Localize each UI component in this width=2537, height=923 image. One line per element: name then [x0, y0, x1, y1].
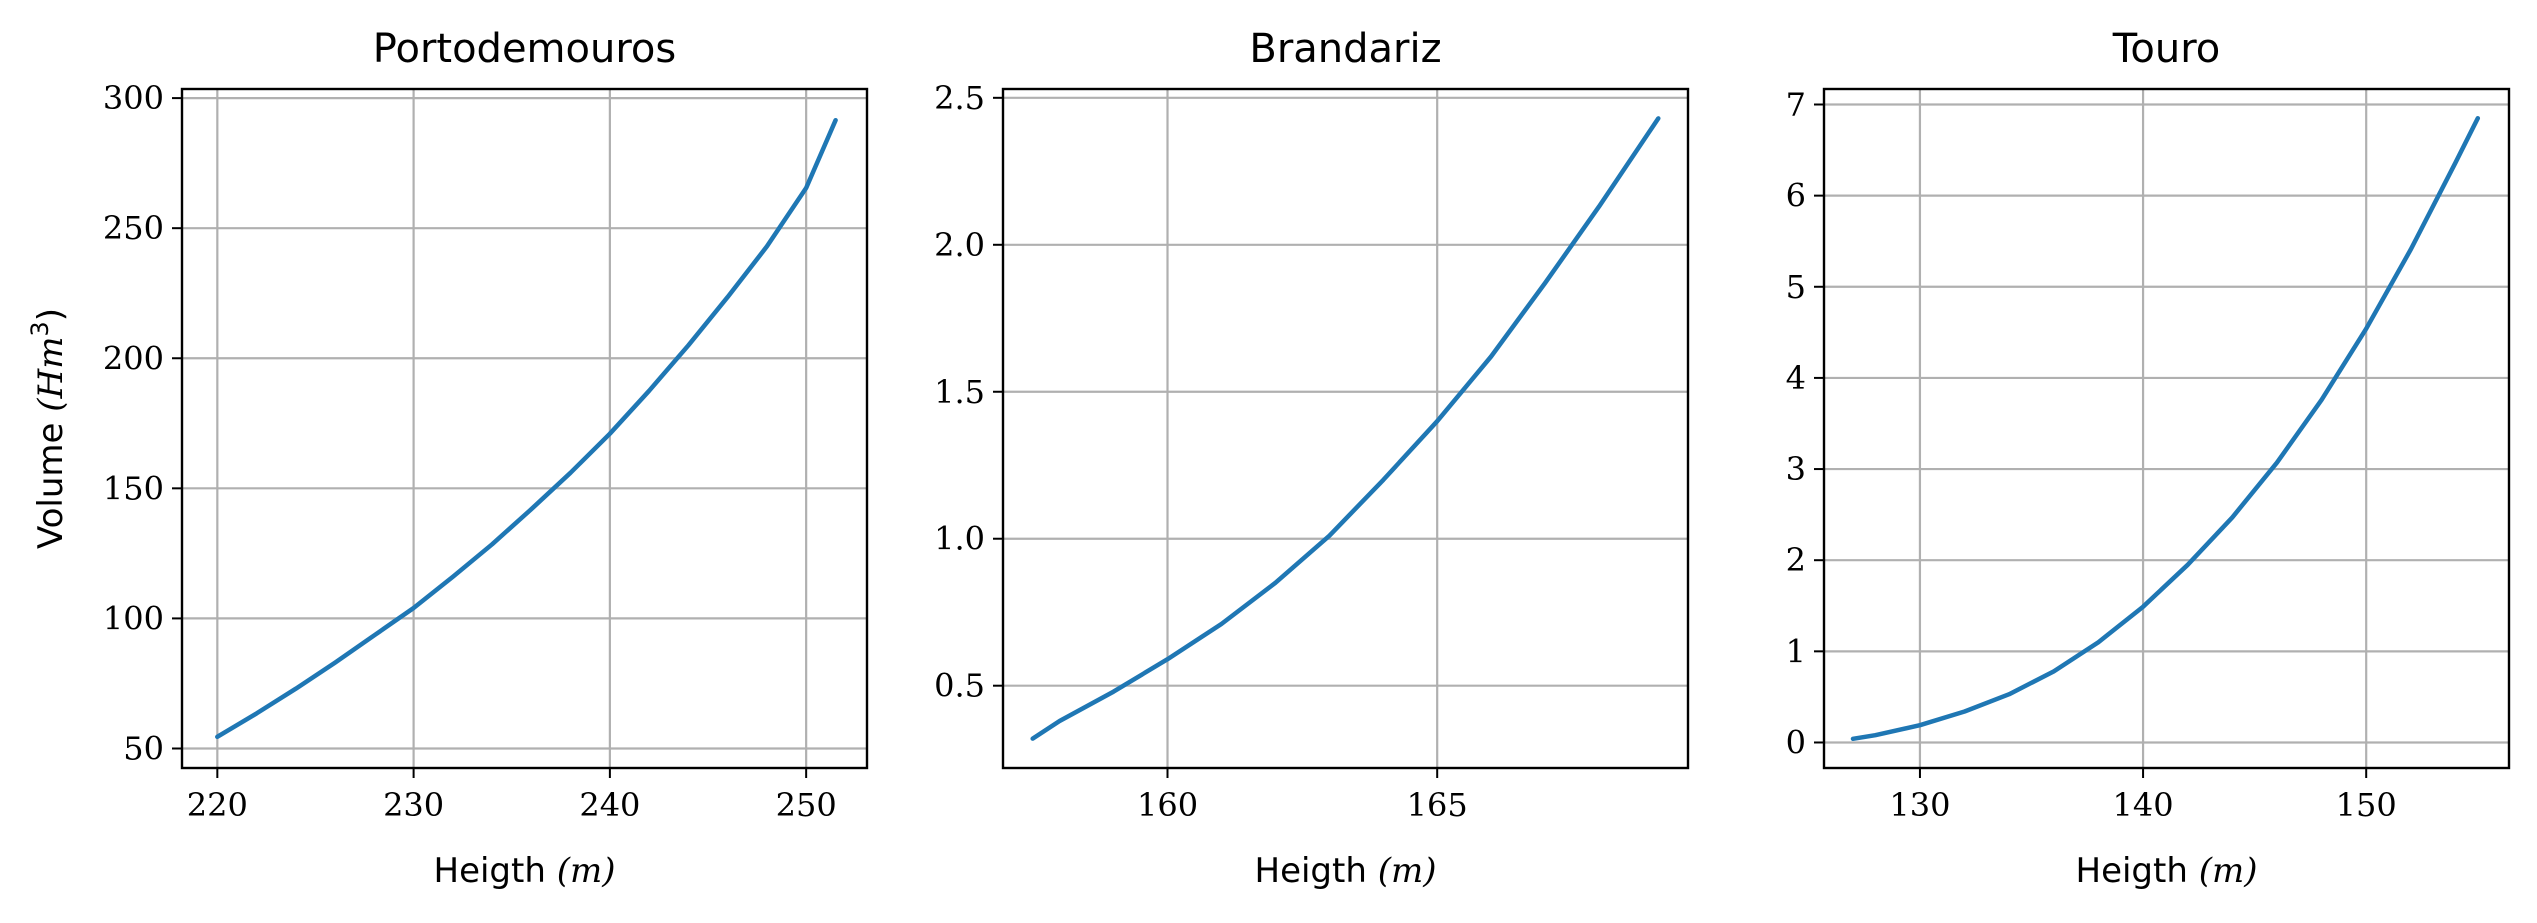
y-tick-label: 7	[1786, 85, 1806, 123]
x-axis-label: Heigth (m)	[2076, 851, 2258, 891]
x-tick-label: 230	[383, 786, 444, 824]
axes-frame	[1001, 87, 1690, 770]
y-tick-label: 4	[1786, 359, 1806, 397]
y-tick-label: 1.5	[934, 373, 985, 411]
y-tick-label: 2.0	[934, 226, 985, 264]
y-tick-label: 300	[103, 79, 164, 117]
y-tick-label: 50	[123, 729, 164, 767]
subplot-brandariz: 160 165 0.5 1.0 1.5 2.0 2.5 Brandariz Heigth (m)	[934, 26, 1690, 891]
x-axis-label: Heigth (m)	[1255, 851, 1437, 891]
y-tick-label: 5	[1786, 268, 1806, 306]
y-tick-label: 1.0	[934, 520, 985, 558]
subplot-portodemouros: 220 230 240 250 50 100 150 200 250 300 Portodemour…	[26, 26, 869, 891]
x-axis-label: Heigth (m)	[434, 851, 616, 891]
subplot-title: Brandariz	[1249, 26, 1441, 72]
subplot-title: Touro	[2112, 26, 2221, 72]
axes-frame	[180, 87, 869, 770]
x-tick-label: 250	[776, 786, 837, 824]
y-tick-label: 150	[103, 469, 164, 507]
subplot-touro: 130 140 150 0 1 2 3 4 5 6 7 Touro Heigth (m)	[1786, 26, 2511, 891]
y-axis-label: Volume (Hm3)	[26, 308, 71, 549]
y-tick-label: 100	[103, 599, 164, 637]
subplot-title: Portodemouros	[373, 26, 676, 72]
axes-frame	[1822, 87, 2511, 770]
y-tick-label: 2	[1786, 541, 1806, 579]
x-tick-label: 160	[1137, 786, 1198, 824]
y-tick-label: 1	[1786, 632, 1806, 670]
series-line	[215, 117, 838, 740]
y-tick-label: 2.5	[934, 79, 985, 117]
y-tick-label: 3	[1786, 450, 1806, 488]
x-tick-label: 140	[2113, 786, 2174, 824]
y-tick-label: 200	[103, 339, 164, 377]
x-tick-label: 240	[579, 786, 640, 824]
series-line	[1030, 116, 1661, 741]
y-tick-label: 0.5	[934, 667, 985, 705]
y-tick-label: 6	[1786, 177, 1806, 215]
y-tick-label: 0	[1786, 723, 1806, 761]
x-tick-label: 130	[1889, 786, 1950, 824]
series-line	[1850, 115, 2481, 742]
x-tick-label: 165	[1407, 786, 1468, 824]
y-tick-label: 250	[103, 209, 164, 247]
x-tick-label: 220	[187, 786, 248, 824]
x-tick-label: 150	[2336, 786, 2397, 824]
